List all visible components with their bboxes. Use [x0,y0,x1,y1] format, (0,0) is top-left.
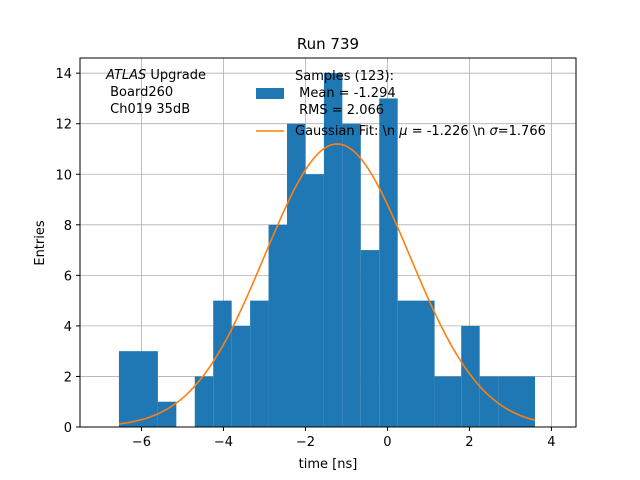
histogram-bar [305,174,324,427]
y-tick-label: 0 [64,421,72,436]
histogram-bar [287,123,306,427]
histogram-bar [323,73,343,428]
histogram-bar [461,325,480,427]
annotation-atlas-word: ATLAS [105,68,146,83]
legend-fit-suffix: =1.766 [498,124,546,139]
x-tick-label: 2 [465,435,473,450]
y-tick-label: 12 [55,118,72,133]
histogram-bars [118,73,536,428]
annotation-channel: Ch019 35dB [106,102,190,117]
histogram-bar [397,300,435,427]
histogram-bar [118,351,158,427]
histogram-bar [157,401,177,427]
x-tick-label: −4 [214,435,233,450]
legend-fit-mid: = -1.226 \n [408,124,490,139]
y-axis-ticks: 0 2 4 6 8 10 12 14 [55,67,80,436]
histogram-bar [268,224,288,427]
y-tick-label: 2 [64,370,72,385]
legend-fit-prefix: Gaussian Fit: \n [295,124,399,139]
histogram-bar [379,98,398,427]
histogram-bar [342,123,361,427]
y-tick-label: 14 [55,67,72,82]
legend-fit-sigma: σ [490,124,499,139]
legend-samples-label: Samples (123): [295,69,394,84]
histogram-bar [213,300,232,427]
chart-title: Run 739 [297,35,359,53]
y-tick-label: 4 [64,320,72,335]
x-axis-ticks: −6 −4 −2 0 2 4 [132,427,556,450]
legend-fit-label: Gaussian Fit: \n μ = -1.226 \n σ=1.766 [295,124,546,139]
y-tick-label: 6 [64,269,72,284]
histogram-bar [231,325,251,427]
x-tick-label: 4 [547,435,555,450]
legend-mean-label: Mean = -1.294 [295,86,396,101]
y-tick-label: 8 [64,219,72,234]
legend-samples-swatch [256,88,284,99]
svg-text:ATLAS Upgrade: ATLAS Upgrade [105,68,206,83]
histogram-bar [434,376,462,427]
histogram-bar [360,250,380,427]
legend-fit-mu: μ [398,124,407,139]
histogram-bar [250,300,269,427]
annotation-upgrade-word: Upgrade [146,68,206,83]
plot-frame [79,57,577,428]
y-tick-label: 10 [55,168,72,183]
x-tick-label: 0 [383,435,391,450]
legend-rms-label: RMS = 2.066 [295,103,384,118]
histogram-bar [479,376,499,427]
annotation-board: Board260 [106,85,173,100]
x-tick-label: −2 [296,435,315,450]
x-axis-title: time [ns] [299,457,358,472]
x-tick-label: −6 [132,435,151,450]
atlas-annotation: ATLAS Upgrade Board260 Ch019 35dB [105,68,206,117]
gaussian-fit-curve [118,143,536,425]
y-axis-title: Entries [33,220,48,266]
legend: Samples (123): Mean = -1.294 RMS = 2.066… [256,69,546,139]
histogram-bar [194,376,214,427]
